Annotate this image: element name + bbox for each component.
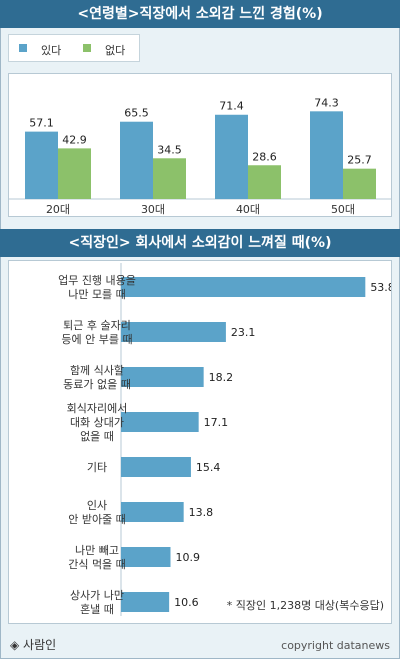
chart1-data-label: 57.1 bbox=[29, 117, 54, 130]
chart2-category-label-line: 혼낼 때 bbox=[80, 603, 114, 616]
chart2-category-label-line: 안 받아줄 때 bbox=[68, 513, 126, 526]
chart2-category-label-line: 함께 식사할 bbox=[70, 364, 124, 377]
chart1-bar bbox=[215, 114, 248, 199]
chart1-data-label: 25.7 bbox=[347, 154, 372, 167]
chart1-category-label: 40대 bbox=[236, 203, 260, 216]
chart2-category-label: 나만 빼고 간식 먹을 때 bbox=[68, 544, 126, 571]
chart1-bar bbox=[120, 121, 153, 199]
chart2-bar bbox=[121, 277, 366, 297]
chart1-category-label: 20대 bbox=[46, 203, 70, 216]
chart2-category-label-line: 회식자리에서 bbox=[67, 402, 128, 415]
chart1-bar bbox=[343, 168, 376, 199]
chart1-data-label: 65.5 bbox=[124, 107, 149, 120]
chart2-bar bbox=[121, 547, 171, 567]
chart2-category-label-line: 간식 먹을 때 bbox=[68, 558, 126, 571]
chart2-data-label: 10.6 bbox=[174, 596, 199, 609]
chart1-bar bbox=[248, 165, 281, 199]
legend-swatch-series-1 bbox=[19, 44, 27, 52]
chart2-data-label: 53.8 bbox=[370, 281, 391, 294]
chart2-title: <직장인> 회사에서 소외감이 느껴질 때(%) bbox=[0, 229, 400, 257]
chart2-category-label-line: 동료가 없을 때 bbox=[63, 378, 131, 391]
chart2-category-label-line: 인사 bbox=[87, 499, 107, 512]
chart2-category-label-line: 퇴근 후 술자리 bbox=[63, 319, 131, 332]
chart1-bar bbox=[153, 158, 186, 199]
chart2-data-label: 18.2 bbox=[209, 371, 234, 384]
chart1-panel: 57.1 42.9 20대 65.5 34.5 30대 71.4 28.6 40대 74.3 25.… bbox=[8, 73, 392, 217]
chart2-category-label-line: 없을 때 bbox=[80, 430, 114, 443]
chart1-data-label: 42.9 bbox=[62, 133, 87, 146]
chart2-category-label: 상사가 나만 혼낼 때 bbox=[70, 589, 124, 616]
chart2-data-label: 17.1 bbox=[204, 416, 229, 429]
legend-label-series-2: 없다 bbox=[105, 44, 126, 57]
chart2-bar bbox=[121, 367, 204, 387]
chart2-bar bbox=[121, 412, 199, 432]
chart2-category-label-line: 상사가 나만 bbox=[70, 589, 124, 602]
chart2-bar bbox=[121, 322, 226, 342]
chart2-category-label: 회식자리에서 대화 상대가 없을 때 bbox=[67, 402, 128, 443]
chart2-category-label-line: 기타 bbox=[87, 461, 107, 474]
copyright-label: copyright datanews bbox=[281, 639, 390, 652]
chart1-data-label: 28.6 bbox=[252, 150, 277, 163]
chart2-bar bbox=[121, 502, 184, 522]
chart2-annotation: * 직장인 1,238명 대상(복수응답) bbox=[227, 599, 384, 612]
legend-swatch-series-2 bbox=[83, 44, 91, 52]
chart2-category-label-line: 등에 안 부를 때 bbox=[61, 333, 132, 346]
chart2-category-label: 퇴근 후 술자리 등에 안 부를 때 bbox=[61, 319, 132, 346]
chart1-data-label: 71.4 bbox=[219, 100, 244, 113]
chart2-category-label-line: 대화 상대가 bbox=[70, 416, 124, 429]
chart1-data-label: 74.3 bbox=[314, 96, 339, 109]
chart2-bar bbox=[121, 592, 170, 612]
chart1-title: <연령별>직장에서 소외감 느낀 경험(%) bbox=[0, 0, 400, 28]
chart2-data-label: 23.1 bbox=[231, 326, 256, 339]
chart2-category-label: 기타 bbox=[87, 461, 107, 474]
chart1-bar bbox=[58, 148, 91, 199]
chart1-data-label: 34.5 bbox=[157, 143, 182, 156]
chart1-category-label: 50대 bbox=[331, 203, 355, 216]
chart1-legend: 있다 없다 bbox=[8, 34, 140, 62]
chart1-bar bbox=[310, 111, 343, 199]
legend-label-series-1: 있다 bbox=[41, 44, 62, 57]
chart2-category-label-line: 나만 모를 때 bbox=[68, 288, 126, 301]
chart1-svg: 57.1 42.9 20대 65.5 34.5 30대 71.4 28.6 40대 74.3 25.… bbox=[9, 96, 391, 216]
source-label: ◈ 사람인 bbox=[10, 638, 57, 652]
chart2-category-label-line: 나만 빼고 bbox=[75, 544, 119, 557]
chart2-bar bbox=[121, 457, 191, 477]
chart2-data-label: 13.8 bbox=[189, 506, 214, 519]
chart2-category-label-line: 업무 진행 내용을 bbox=[58, 274, 136, 287]
chart2-data-label: 10.9 bbox=[176, 551, 201, 564]
chart1-bar bbox=[25, 131, 58, 199]
chart2-category-label: 업무 진행 내용을 나만 모를 때 bbox=[58, 274, 136, 301]
chart2-data-label: 15.4 bbox=[196, 461, 221, 474]
chart2-category-label: 인사 안 받아줄 때 bbox=[68, 499, 126, 526]
chart1-category-label: 30대 bbox=[141, 203, 165, 216]
chart2-category-label: 함께 식사할 동료가 없을 때 bbox=[63, 364, 131, 391]
